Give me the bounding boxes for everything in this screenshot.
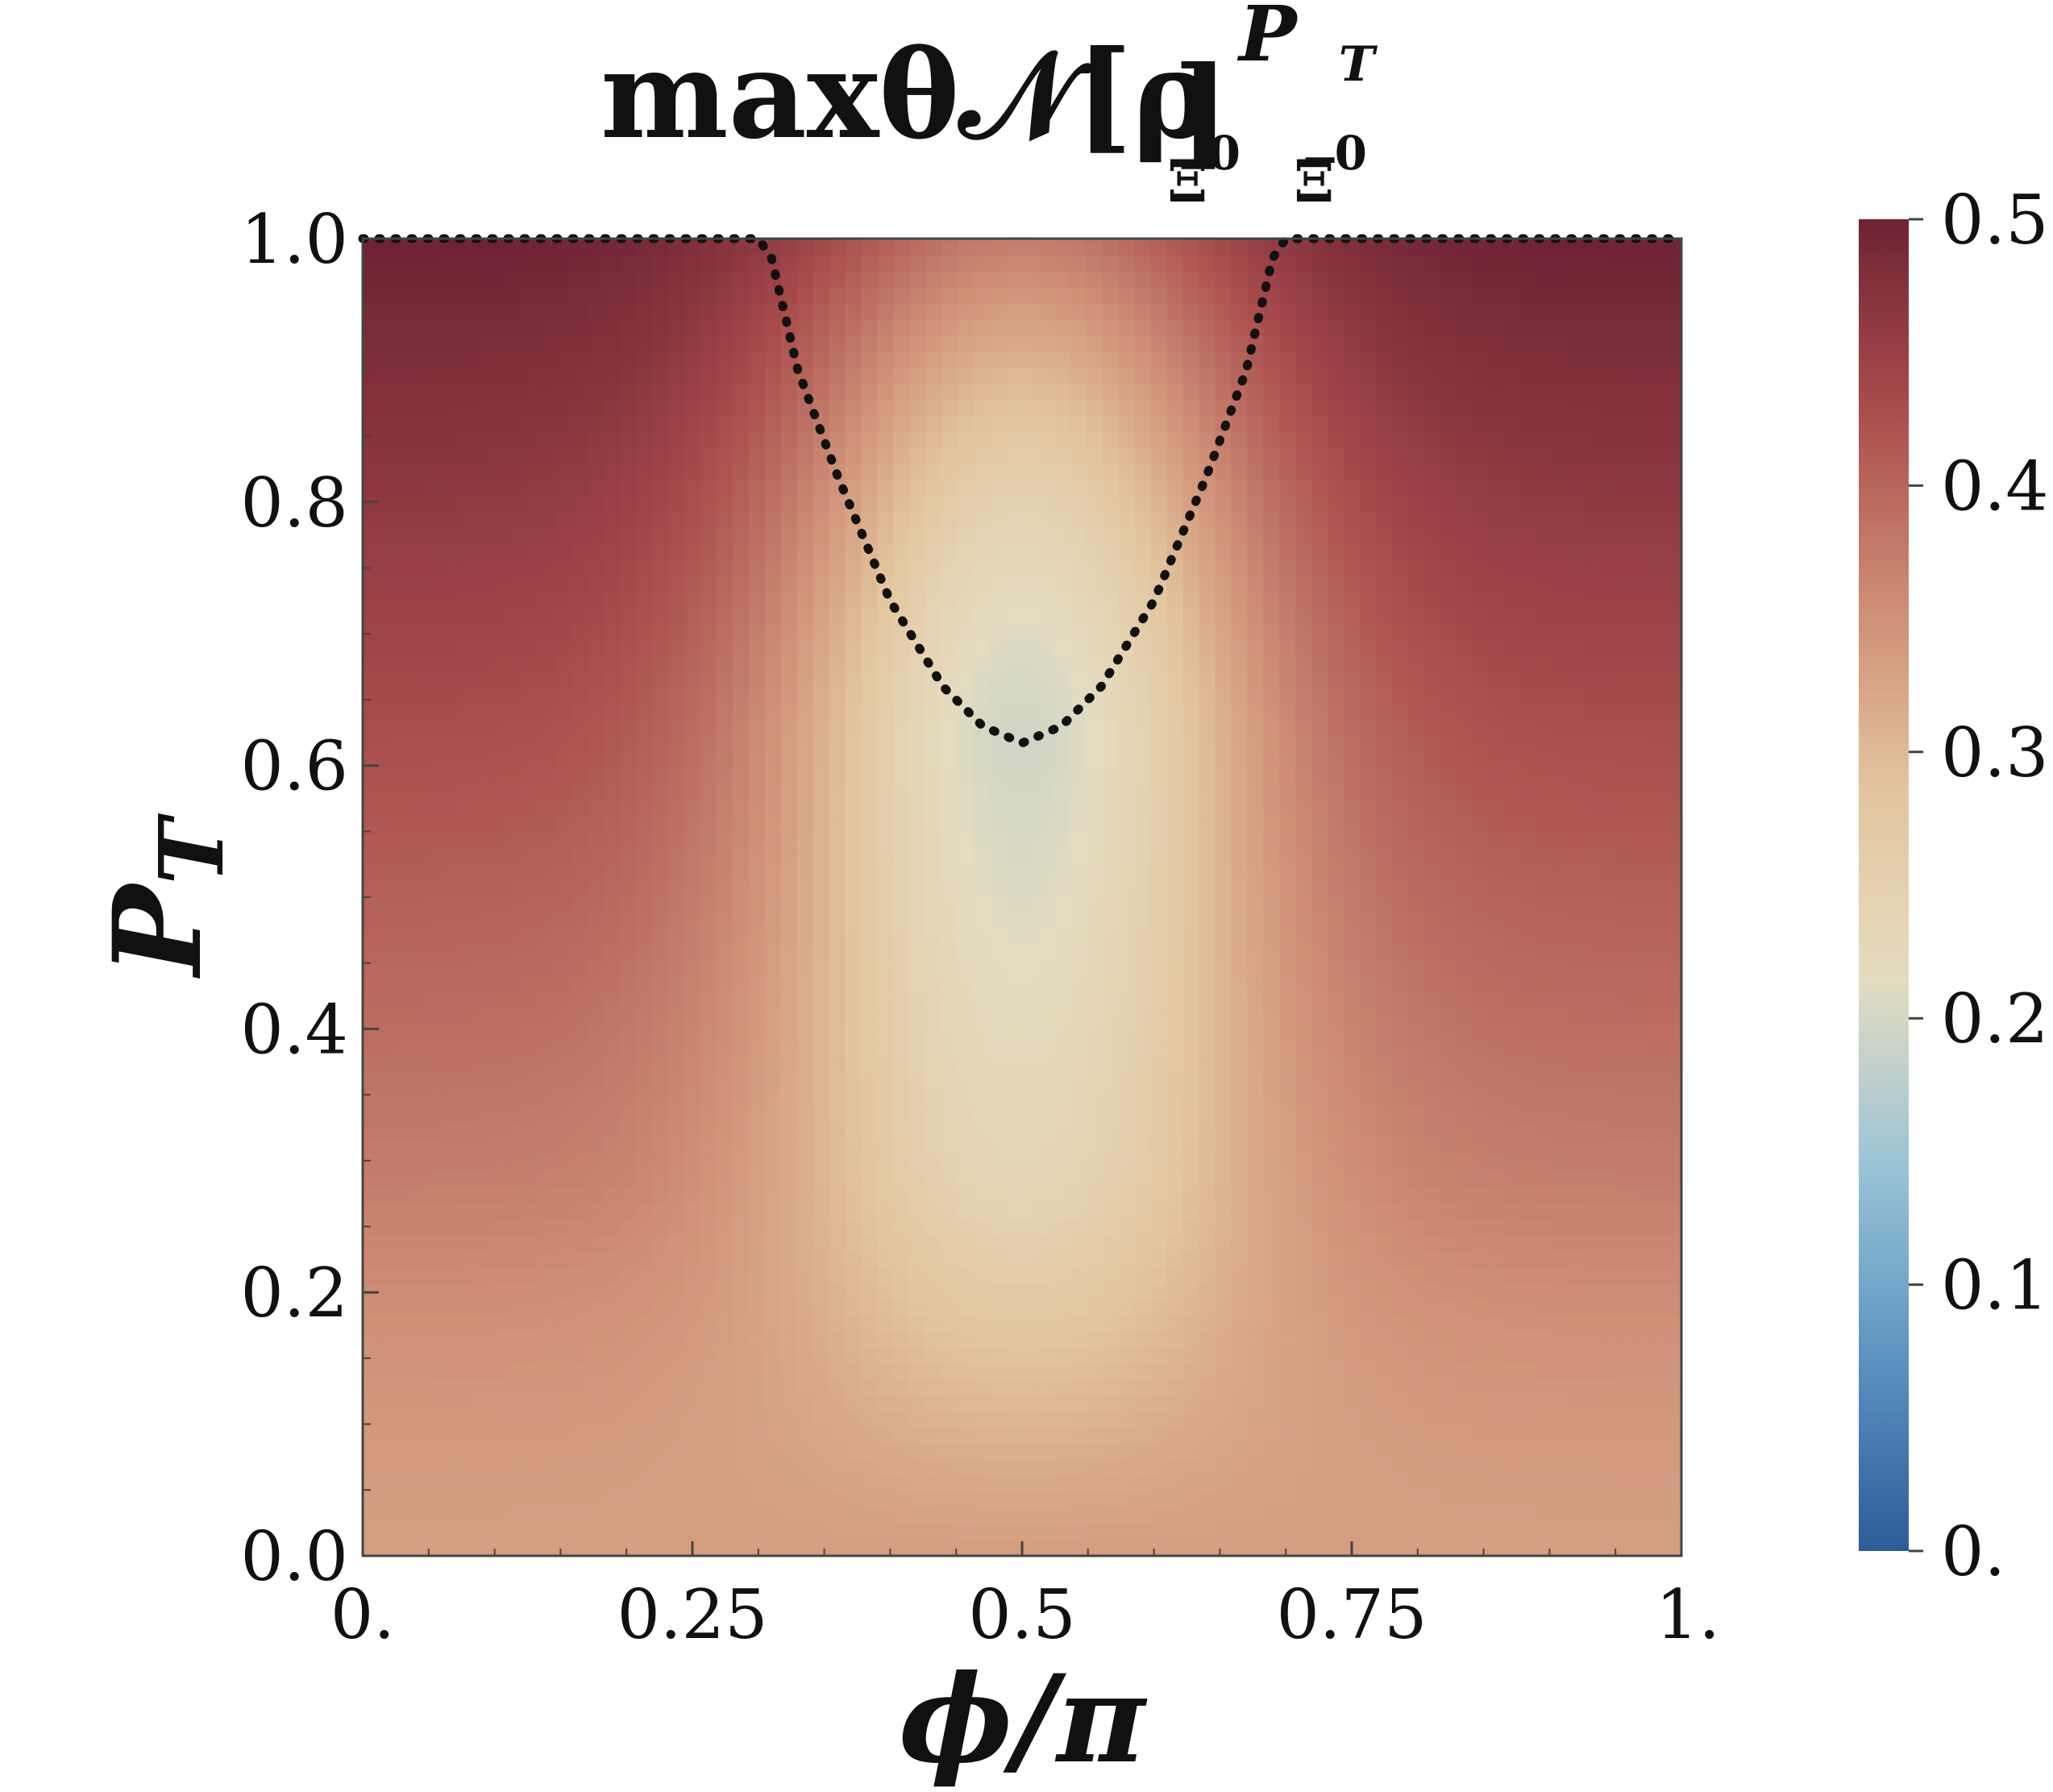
colorbar xyxy=(1859,219,1909,1551)
y-axis-label: PT xyxy=(87,813,243,979)
x-tick-label-1: 0.25 xyxy=(617,1575,767,1654)
title-subscript-1-sup: 0 xyxy=(1208,126,1241,181)
colorbar-ticks: 0. 0.1 0.2 0.3 0.4 0.5 xyxy=(1909,181,2049,1591)
x-axis: 0. 0.25 0.5 0.75 1. xyxy=(330,1541,1720,1654)
y-axis-label-main: P xyxy=(87,881,229,979)
y-tick-label-1: 0.2 xyxy=(240,1254,348,1333)
title-subscript-1: Ξ0 xyxy=(1167,126,1241,215)
title-subscript-2-sup: 0 xyxy=(1335,126,1367,181)
title-subscript-2-symbol: Ξ̅ xyxy=(1294,147,1335,215)
colorbar-tick-label-0: 0. xyxy=(1941,1512,2005,1591)
title-close: ] xyxy=(1173,40,1230,182)
title-main: maxθ𝒩[ρ xyxy=(601,24,1213,166)
y-tick-label-4: 0.8 xyxy=(240,464,348,543)
title-superscript: P xyxy=(1236,0,1299,79)
y-tick-label-5: 1.0 xyxy=(240,200,348,279)
colorbar-tick-label-5: 0.5 xyxy=(1941,181,2049,260)
y-tick-label-3: 0.6 xyxy=(240,727,348,806)
colorbar-tick-label-2: 0.2 xyxy=(1941,979,2049,1058)
colorbar-tick-label-1: 0.1 xyxy=(1941,1246,2049,1325)
x-tick-label-3: 0.75 xyxy=(1276,1575,1427,1654)
y-axis: 0.0 0.2 0.4 0.6 0.8 1.0 xyxy=(240,200,379,1596)
colorbar-tick-label-3: 0.3 xyxy=(1941,713,2049,792)
y-tick-label-2: 0.4 xyxy=(240,990,348,1069)
boundary-curve xyxy=(358,234,1686,748)
title-superscript-sub: T xyxy=(1339,36,1378,93)
heatmap xyxy=(363,239,1681,1556)
chart-title: maxθ𝒩[ρ P T ] xyxy=(601,0,1417,182)
x-tick-label-4: 1. xyxy=(1656,1575,1720,1654)
x-tick-label-0: 0. xyxy=(330,1575,395,1654)
title-subscript-1-symbol: Ξ xyxy=(1167,147,1208,215)
title-subscript-2: Ξ̅0 xyxy=(1294,126,1367,215)
y-tick-label-0: 0.0 xyxy=(240,1517,348,1596)
y-axis-label-sub: T xyxy=(139,813,243,885)
x-tick-label-2: 0.5 xyxy=(968,1575,1076,1654)
x-axis-label: ϕ/π xyxy=(899,1649,1148,1790)
colorbar-tick-label-4: 0.4 xyxy=(1941,447,2049,526)
